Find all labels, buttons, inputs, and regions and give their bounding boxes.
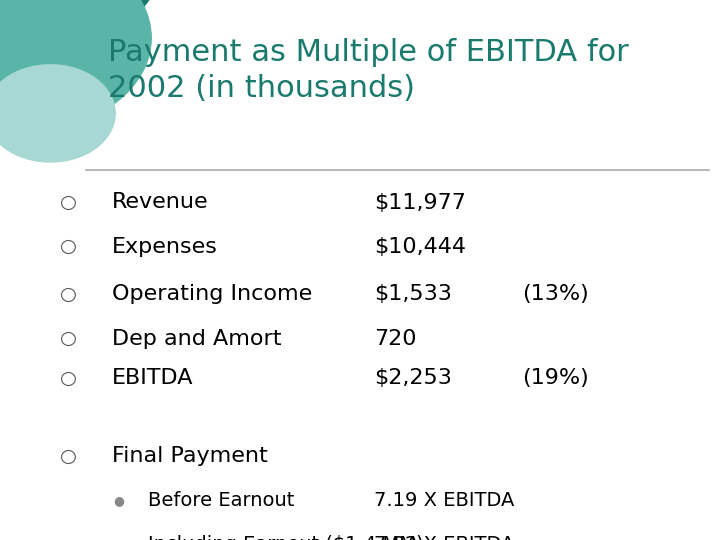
- Text: $11,977: $11,977: [374, 192, 467, 213]
- Text: Dep and Amort: Dep and Amort: [112, 328, 281, 349]
- Text: $2,253: $2,253: [374, 368, 452, 388]
- Text: Operating Income: Operating Income: [112, 284, 312, 305]
- Text: Final Payment: Final Payment: [112, 446, 267, 467]
- Text: Revenue: Revenue: [112, 192, 208, 213]
- Circle shape: [0, 0, 151, 130]
- Circle shape: [0, 65, 115, 162]
- Text: ○: ○: [60, 447, 77, 466]
- Text: ○: ○: [60, 193, 77, 212]
- Text: Payment as Multiple of EBITDA for
2002 (in thousands): Payment as Multiple of EBITDA for 2002 (…: [108, 38, 629, 103]
- Text: ●: ●: [113, 494, 125, 507]
- Circle shape: [0, 0, 173, 76]
- Text: ○: ○: [60, 237, 77, 256]
- Text: EBITDA: EBITDA: [112, 368, 193, 388]
- Text: $1,533: $1,533: [374, 284, 452, 305]
- Text: 7.19 X EBITDA: 7.19 X EBITDA: [374, 491, 515, 510]
- Text: ○: ○: [60, 368, 77, 388]
- Text: ●: ●: [113, 538, 125, 540]
- Text: ○: ○: [60, 329, 77, 348]
- Text: ○: ○: [60, 285, 77, 304]
- Text: (13%): (13%): [522, 284, 589, 305]
- Text: 7.82 X EBITDA: 7.82 X EBITDA: [374, 535, 515, 540]
- Text: Including Earnout ($1.4 MM): Including Earnout ($1.4 MM): [148, 535, 423, 540]
- Text: 720: 720: [374, 328, 417, 349]
- Text: $10,444: $10,444: [374, 237, 467, 257]
- Text: (19%): (19%): [522, 368, 589, 388]
- Text: Before Earnout: Before Earnout: [148, 491, 294, 510]
- Text: Expenses: Expenses: [112, 237, 217, 257]
